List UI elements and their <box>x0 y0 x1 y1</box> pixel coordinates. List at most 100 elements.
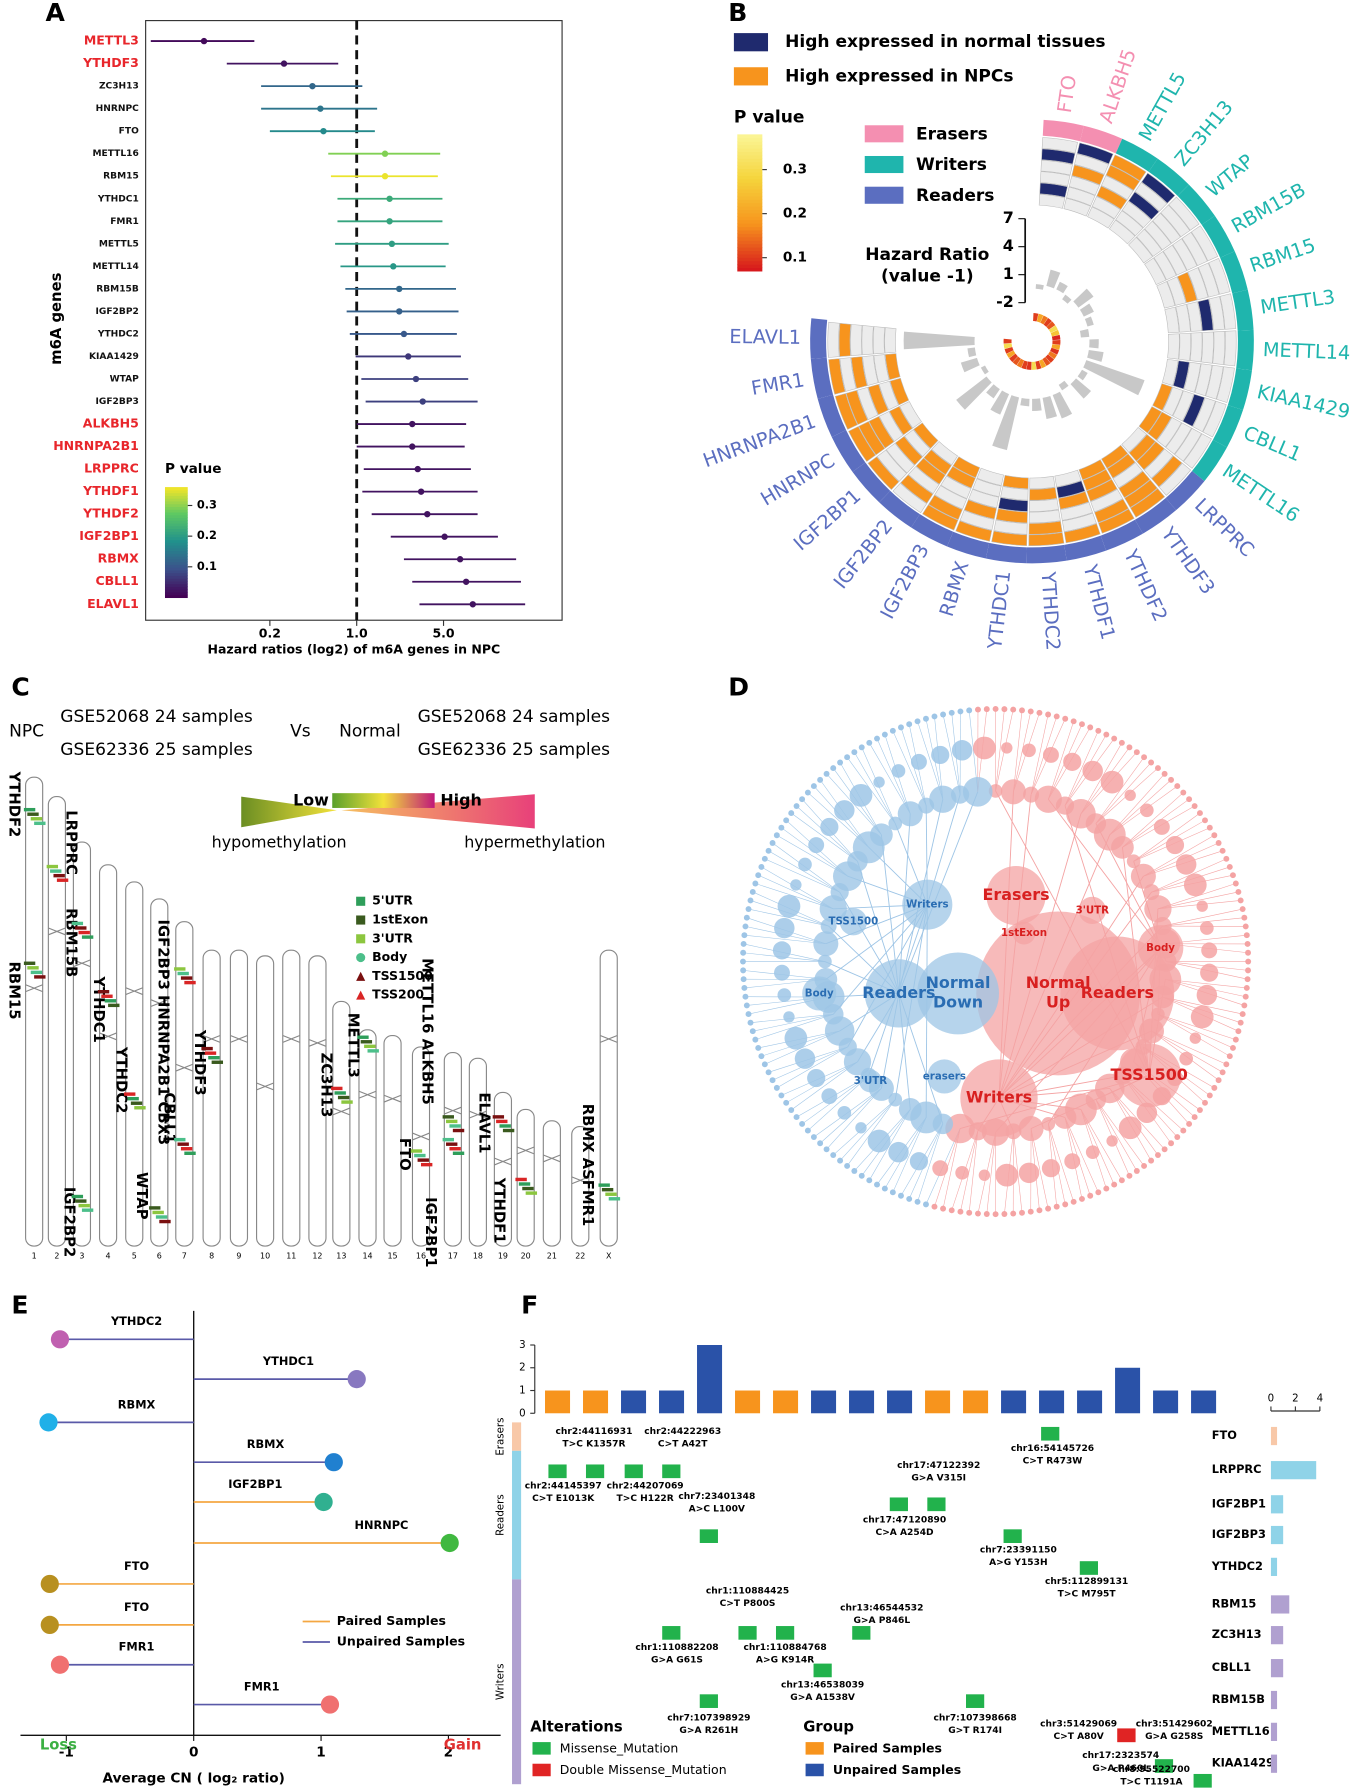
heatmap-cell <box>1134 182 1168 212</box>
probe-node <box>790 879 802 891</box>
leaf-node <box>914 718 921 725</box>
methylation-mark <box>127 1096 139 1101</box>
hub-label: Writers <box>906 899 949 911</box>
heatmap-cell <box>850 356 868 389</box>
heatmap-cell <box>922 504 959 531</box>
heatmap-cell <box>1172 360 1190 390</box>
hub-label: Erasers <box>983 885 1050 904</box>
methylation-mark <box>442 1115 454 1119</box>
colorbar-step <box>164 539 188 543</box>
methylation-mark <box>184 1151 196 1155</box>
region-node <box>1126 854 1141 869</box>
track-label: Readers <box>495 1494 507 1536</box>
colorbar-title: P value <box>165 461 221 477</box>
probe-node <box>909 1152 929 1171</box>
mutation-change: A>C L100V <box>689 1504 745 1514</box>
group-band <box>1042 119 1084 142</box>
methylation-mark <box>50 869 62 873</box>
leaf-node <box>1235 888 1242 895</box>
legend-title: Group <box>803 1718 854 1735</box>
network-edge <box>995 709 1005 791</box>
region-node <box>897 801 923 827</box>
gene-bar <box>1270 1495 1284 1514</box>
hazard-bar <box>967 347 977 358</box>
group-label: Erasers <box>916 124 988 144</box>
probe-node <box>772 941 792 960</box>
colorbar-step <box>737 171 763 176</box>
hazard-point <box>309 82 316 90</box>
y-tick-label: 2 <box>519 1362 526 1374</box>
leaf-node <box>1010 706 1017 713</box>
region-node <box>962 777 993 807</box>
hazard-bar <box>1073 288 1094 308</box>
heatmap-cell <box>993 519 1028 535</box>
leaf-node <box>1215 1077 1222 1084</box>
probe-node <box>1018 1162 1040 1184</box>
chromosome <box>256 955 275 1247</box>
heatmap-cell <box>1074 153 1109 175</box>
item-label: IGF2BP1 <box>228 1477 282 1491</box>
leaf-node <box>1161 770 1168 777</box>
leaf-node <box>889 1189 896 1196</box>
hazard-bar <box>980 365 989 375</box>
hazard-bar <box>1079 329 1090 338</box>
gene-label: RBM15B <box>63 908 80 977</box>
methylation-mark <box>75 1199 87 1203</box>
leaf-node <box>1245 958 1252 965</box>
probe-node <box>951 740 973 761</box>
gene-label: HNRNPC <box>757 449 839 511</box>
methylation-mark <box>417 1158 429 1162</box>
network-edge <box>1095 762 1152 824</box>
methylation-mark <box>134 1106 146 1110</box>
leaf-node <box>1219 1069 1226 1076</box>
heatmap-cell <box>1147 411 1172 441</box>
heatmap-cell <box>1166 276 1187 306</box>
group-band <box>1165 471 1205 511</box>
gene-label: YTHDF1 <box>490 1177 507 1244</box>
hub-label: 3'UTR <box>1076 904 1110 916</box>
chromosome <box>47 796 66 1247</box>
legend-label: TSS1500 <box>372 968 433 983</box>
colorbar-step <box>737 219 763 224</box>
centromere <box>73 959 91 968</box>
network-edge <box>819 1088 882 1144</box>
mutation-change: G>A G258S <box>1145 1732 1203 1742</box>
scale-right <box>341 794 535 829</box>
colorbar-step <box>737 148 763 153</box>
heatmap-cell <box>946 465 976 489</box>
leaf-node <box>975 1210 981 1217</box>
leaf-node <box>1027 1208 1034 1215</box>
heatmap-cell <box>867 456 900 491</box>
mutation-change: G>A R261H <box>679 1726 738 1736</box>
colorbar-step <box>164 531 188 535</box>
heatmap-cell <box>834 393 858 430</box>
leaf-node <box>851 749 858 756</box>
hub-node <box>859 1069 882 1093</box>
methylation-mark <box>201 1046 213 1051</box>
gene-bar <box>1270 1461 1317 1480</box>
heatmap-cell <box>1029 498 1059 512</box>
centromere <box>25 984 43 993</box>
colorbar-step <box>737 206 763 211</box>
network-edge <box>758 874 834 910</box>
colorbar-step <box>164 500 188 505</box>
gene-label: FTO <box>396 1138 413 1171</box>
probe-node <box>1140 803 1154 818</box>
lollipop-dot <box>50 1330 70 1349</box>
network-edge <box>1162 917 1245 927</box>
region-node <box>1000 779 1026 805</box>
methylation-mark <box>492 1115 505 1119</box>
region-node <box>888 1092 903 1107</box>
leaf-node <box>741 932 748 939</box>
pvalue-cell <box>1021 360 1028 370</box>
mutation-position: chr17:47122392 <box>897 1461 980 1471</box>
centromere <box>175 1063 194 1072</box>
count-bar <box>1001 1390 1027 1414</box>
mutation-change: C>T A42T <box>658 1439 708 1449</box>
gene-label: ALKBH5 <box>1094 46 1140 126</box>
leaf-node <box>769 1077 776 1084</box>
hazard-bar <box>1046 269 1061 289</box>
chromosome-label: 15 <box>387 1252 397 1261</box>
gene-label: METTL3 <box>345 1013 362 1078</box>
gene-label: METTL3 <box>1259 285 1337 319</box>
